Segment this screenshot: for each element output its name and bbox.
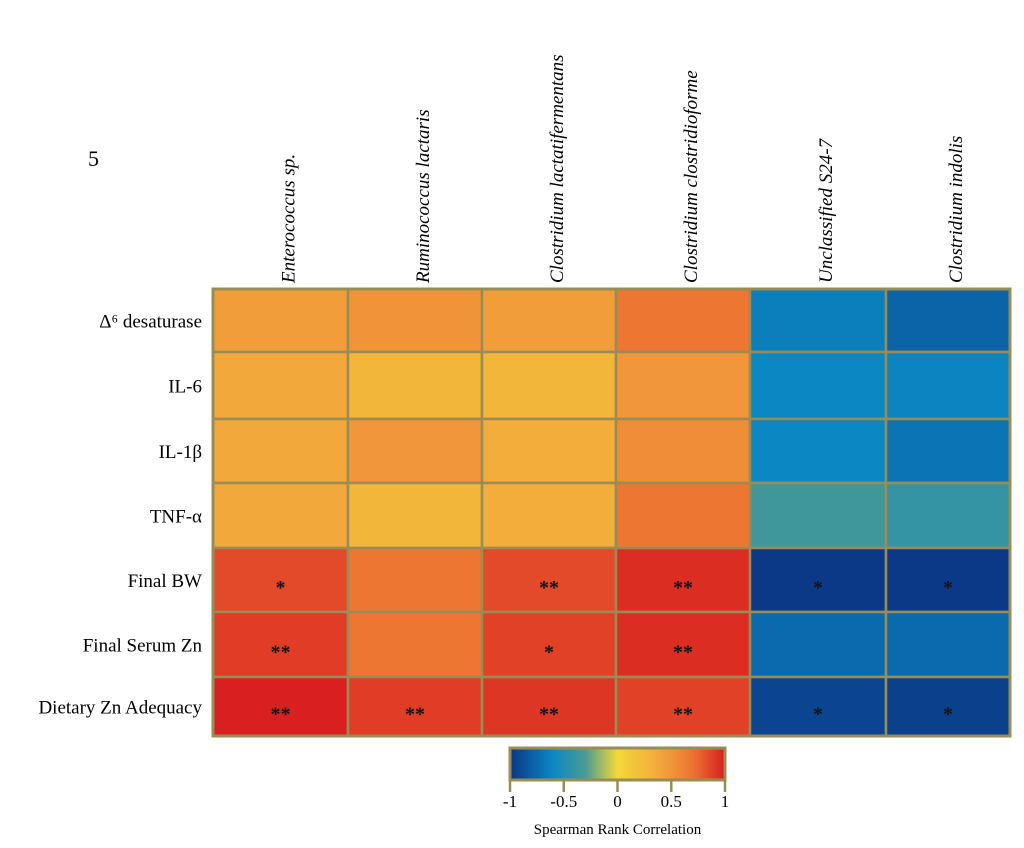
heatmap-cell (614, 350, 752, 421)
heatmap-cell (346, 610, 484, 679)
heatmap-cell (211, 417, 350, 485)
heatmap-cell (884, 610, 1012, 679)
column-label: Clostridium indolis (946, 136, 967, 283)
heatmap-cell (346, 675, 484, 738)
heatmap-border (211, 287, 1012, 738)
significance-marker: ** (405, 704, 425, 726)
heatmap-cell (748, 481, 888, 550)
heatmap-cell (884, 675, 1012, 738)
heatmap-cell (748, 417, 888, 485)
panel-label: 5 (88, 146, 99, 171)
heatmap-cell (614, 675, 752, 738)
column-label: Unclassified S24-7 (816, 137, 837, 283)
significance-marker: ** (673, 642, 693, 664)
significance-marker: * (276, 577, 286, 599)
colorbar-tick-label: 1 (721, 792, 730, 811)
column-labels: Enterococcus sp. Ruminococcus lactaris Clo… (279, 54, 968, 284)
colorbar: -1 -0.5 0 0.5 1 Spearman Rank Correlation (503, 746, 729, 838)
row-label: IL-6 (168, 377, 202, 398)
column-label: Clostridium clostridioforme (681, 70, 702, 283)
heatmap-cell (480, 417, 618, 485)
heatmap-cell (480, 546, 618, 614)
significance-marker: ** (539, 704, 559, 726)
colorbar-gradient (508, 746, 727, 782)
heatmap-cell (884, 481, 1012, 550)
heatmap-cell (480, 287, 618, 354)
significance-marker: ** (539, 577, 559, 599)
heatmap-cell (748, 287, 888, 354)
heatmap-cell (614, 610, 752, 679)
row-label: Final BW (128, 571, 202, 592)
column-label: Enterococcus sp. (279, 154, 300, 284)
heatmap-cell (748, 610, 888, 679)
significance-marker: ** (271, 704, 291, 726)
heatmap-cell (748, 350, 888, 421)
significance-marker: * (943, 704, 953, 726)
significance-marker: ** (673, 704, 693, 726)
colorbar-ticks: -1 -0.5 0 0.5 1 (503, 780, 729, 811)
colorbar-title: Spearman Rank Correlation (534, 822, 702, 838)
heatmap-cell (211, 481, 350, 550)
heatmap-cell (346, 417, 484, 485)
significance-marker: ** (673, 577, 693, 599)
colorbar-tick-label: 0.5 (661, 792, 682, 811)
significance-marker: * (813, 577, 823, 599)
heatmap-cell (614, 417, 752, 485)
heatmap-cell (614, 481, 752, 550)
heatmap-cell (346, 287, 484, 354)
heatmap-cell (346, 481, 484, 550)
significance-marker: * (813, 704, 823, 726)
colorbar-tick-label: -1 (503, 792, 517, 811)
heatmap-cell (884, 350, 1012, 421)
significance-marker: * (943, 577, 953, 599)
significance-marker: ** (271, 642, 291, 664)
significance-markers: * ** ** * *** * **** ** ** ** * * (271, 577, 954, 726)
significance-marker: * (544, 642, 554, 664)
column-label: Clostridium lactatifermentans (547, 54, 568, 283)
heatmap-cell (346, 350, 484, 421)
heatmap-cells (211, 287, 1012, 738)
row-label: TNF-α (150, 507, 202, 528)
heatmap-cell (884, 417, 1012, 485)
heatmap-cell (211, 350, 350, 421)
colorbar-tick-label: 0 (613, 792, 622, 811)
heatmap-cell (614, 287, 752, 354)
row-labels: Δ⁶ desaturase IL-6 IL-1β TNF-α Final BW Final… (38, 312, 202, 719)
column-label: Ruminococcus lactaris (413, 109, 434, 284)
heatmap-cell (346, 546, 484, 614)
row-label: IL-1β (159, 442, 202, 463)
heatmap-cell (480, 350, 618, 421)
row-label: Δ⁶ desaturase (99, 312, 202, 333)
row-label: Final Serum Zn (83, 636, 203, 657)
heatmap-cell (480, 481, 618, 550)
row-label: Dietary Zn Adequacy (38, 698, 202, 719)
colorbar-tick-label: -0.5 (550, 792, 577, 811)
heatmap-cell (211, 287, 350, 354)
heatmap-cell (884, 287, 1012, 354)
